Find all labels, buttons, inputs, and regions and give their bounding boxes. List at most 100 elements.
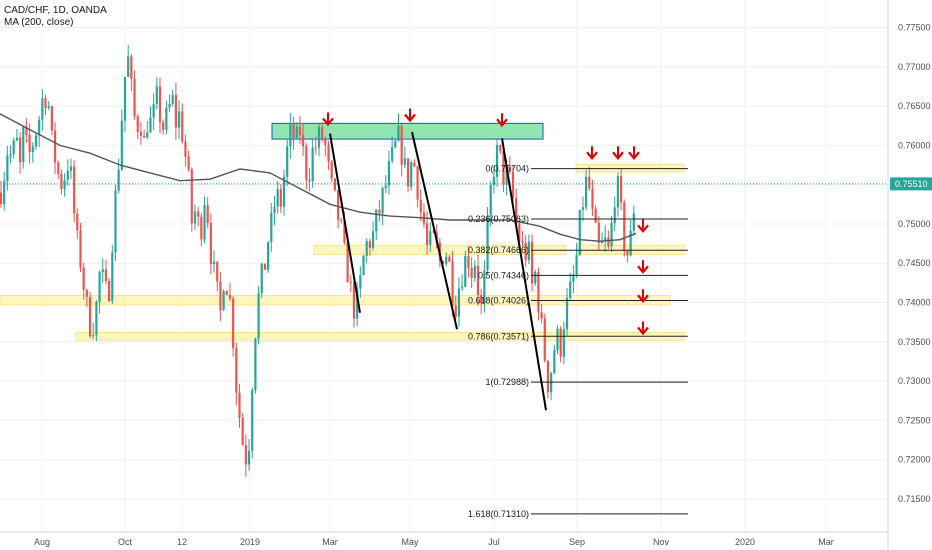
y-tick-label: 0.77500 xyxy=(898,23,931,33)
candle-body xyxy=(241,418,244,445)
candle-body xyxy=(267,242,270,270)
candle-body xyxy=(505,166,508,185)
fib-level-label: 0.5(0.74346) xyxy=(478,270,529,280)
candle-body xyxy=(82,267,85,290)
candle-body xyxy=(158,86,162,123)
candle-body xyxy=(149,117,152,133)
down-arrow-icon xyxy=(322,112,334,127)
y-tick-label: 0.76500 xyxy=(898,101,931,111)
candle-body xyxy=(292,123,295,138)
fib-level-label: 0.382(0.74666) xyxy=(468,245,529,255)
candle-body xyxy=(403,158,406,165)
candle-body xyxy=(473,266,476,278)
candle-body xyxy=(330,161,333,179)
candle-body xyxy=(368,241,371,248)
y-tick-label: 0.72500 xyxy=(898,415,931,425)
candle-body xyxy=(448,256,451,262)
candle-body xyxy=(543,318,546,361)
x-tick-label: Jul xyxy=(488,537,500,547)
candle-body xyxy=(524,242,527,261)
candle-body xyxy=(184,141,187,157)
x-tick-label: 12 xyxy=(177,537,187,547)
candle-body xyxy=(251,390,254,451)
candle-body xyxy=(629,230,632,256)
candle-body xyxy=(273,206,276,213)
candle-body xyxy=(314,147,317,149)
down-arrow-icon xyxy=(404,108,416,123)
x-tick-label: Oct xyxy=(118,537,133,547)
candle-body xyxy=(120,120,123,170)
candle-body xyxy=(623,202,626,251)
candle-body xyxy=(585,176,588,208)
candle-body xyxy=(594,208,597,223)
candle-body xyxy=(527,241,530,261)
candle-body xyxy=(50,106,53,131)
candle-body xyxy=(454,305,457,317)
down-arrow-icon xyxy=(637,260,649,274)
candle-body xyxy=(298,126,302,136)
candle-body xyxy=(95,302,98,336)
candle-body xyxy=(391,147,394,161)
candle-body xyxy=(441,261,445,264)
candle-body xyxy=(232,298,235,349)
down-arrow-icon xyxy=(586,146,598,160)
down-arrow-head xyxy=(612,151,624,160)
candle-body xyxy=(502,151,505,185)
candle-body xyxy=(34,135,38,147)
candle-body xyxy=(6,155,9,182)
candle-body xyxy=(616,176,620,208)
candle-body xyxy=(238,392,241,419)
candle-body xyxy=(197,211,200,217)
candle-body xyxy=(534,271,537,284)
candle-body xyxy=(508,166,511,172)
candle-body xyxy=(518,223,521,241)
candle-body xyxy=(394,140,397,148)
candle-body xyxy=(76,213,79,231)
candle-body xyxy=(575,254,578,275)
candle-body xyxy=(495,144,499,177)
candle-body xyxy=(480,294,483,304)
candle-body xyxy=(73,166,76,214)
candle-body xyxy=(247,450,251,465)
candle-body xyxy=(257,293,260,339)
candle-body xyxy=(228,294,232,299)
candle-body xyxy=(546,360,550,393)
candle-body xyxy=(22,126,25,163)
candle-body xyxy=(136,116,139,132)
candle-body xyxy=(429,231,432,245)
last-price-tag: 0.75510 xyxy=(890,177,932,191)
candle-body xyxy=(162,122,165,130)
y-tick-label: 0.72000 xyxy=(898,455,931,465)
y-tick-label: 0.74500 xyxy=(898,258,931,268)
candle-body xyxy=(565,297,569,330)
fib-level-label: 0.618(0.74026) xyxy=(468,295,529,305)
indicator-legend[interactable]: MA (200, close) xyxy=(4,17,73,28)
candle-body xyxy=(279,189,282,207)
candle-body xyxy=(327,145,330,162)
candle-body xyxy=(419,199,422,213)
candle-body xyxy=(467,256,470,269)
candle-body xyxy=(607,237,610,247)
x-tick-label: Mar xyxy=(818,537,834,547)
candle-body xyxy=(177,111,181,128)
candle-body xyxy=(457,288,461,317)
candle-body xyxy=(260,263,263,294)
candle-body xyxy=(356,288,359,319)
down-arrow-head xyxy=(637,265,649,274)
chart-symbol-title[interactable]: CAD/CHF, 1D, OANDA xyxy=(4,5,107,16)
last-price-tag-bg xyxy=(890,177,932,191)
y-tick-label: 0.74000 xyxy=(898,298,931,308)
candle-body xyxy=(47,106,50,108)
x-axis[interactable]: Aug Oct 12 2019 Mar May Jul Sep Nov 2020 Mar xyxy=(34,537,834,547)
down-arrow-head xyxy=(637,294,649,303)
x-tick-label: Sep xyxy=(569,537,585,547)
trend-line xyxy=(329,133,361,313)
candle-body xyxy=(305,146,308,180)
candle-body xyxy=(98,272,101,303)
candle-body xyxy=(12,140,15,154)
candle-body xyxy=(123,76,127,121)
down-arrow-icon xyxy=(637,289,649,303)
candle-body xyxy=(413,162,416,167)
candle-body xyxy=(461,286,464,289)
